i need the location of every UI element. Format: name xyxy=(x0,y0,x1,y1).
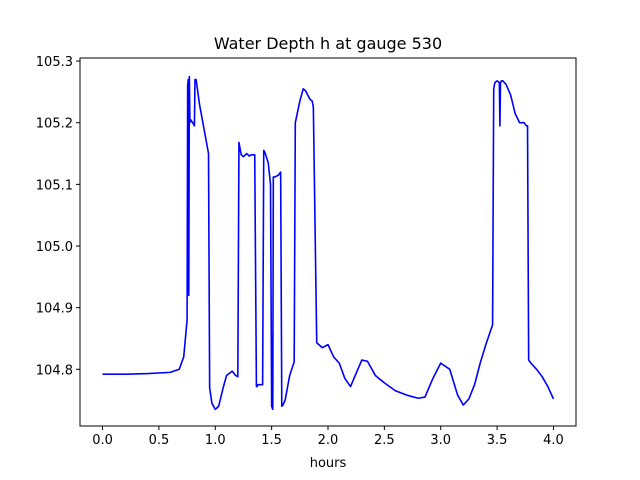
y-tick-label: 105.1 xyxy=(36,178,73,193)
y-tick-label: 105.2 xyxy=(36,117,73,132)
x-tick-label: 3.0 xyxy=(430,433,451,448)
x-tick-label: 1.0 xyxy=(205,433,226,448)
x-tick-label: 2.0 xyxy=(318,433,339,448)
x-axis-label: hours xyxy=(310,456,347,471)
plot-area xyxy=(102,75,555,411)
x-tick-label: 0.0 xyxy=(92,433,113,448)
y-tick-label: 104.9 xyxy=(36,302,73,317)
x-tick-label: 0.5 xyxy=(149,433,170,448)
x-tick-label: 2.5 xyxy=(374,433,395,448)
x-tick-label: 1.5 xyxy=(261,433,282,448)
chart-title: Water Depth h at gauge 530 xyxy=(214,34,442,53)
axis-ticks: 0.0 0.5 1.0 1.5 2.0 2.5 3.0 3.5 4.0 104.8 104.9 105… xyxy=(36,55,564,448)
y-tick-label: 104.8 xyxy=(36,363,73,378)
plot-frame xyxy=(79,57,577,427)
y-tick-label: 105.0 xyxy=(36,240,73,255)
x-tick-label: 4.0 xyxy=(543,433,564,448)
series-line-0 xyxy=(102,75,555,411)
y-tick-label: 105.3 xyxy=(36,55,73,70)
x-tick-label: 3.5 xyxy=(487,433,508,448)
